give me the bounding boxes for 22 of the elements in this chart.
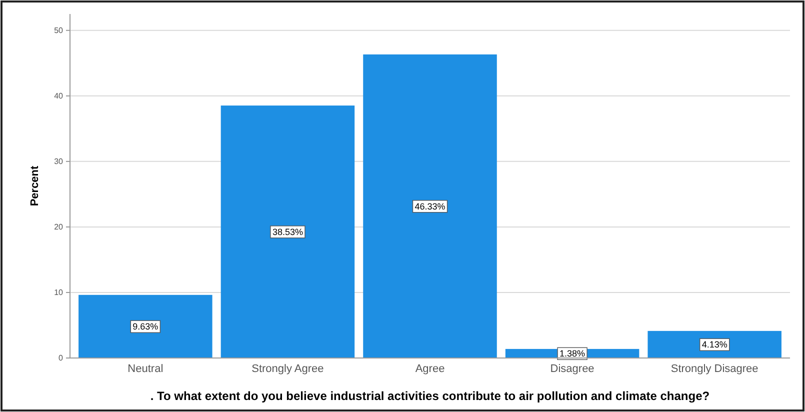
bar xyxy=(648,330,782,358)
bar xyxy=(220,106,355,358)
x-tick-label: Agree xyxy=(415,362,445,375)
y-tick-label: 10 xyxy=(54,288,64,298)
bar xyxy=(78,294,212,358)
data-label: 46.33% xyxy=(414,201,446,212)
x-tick-label: Disagree xyxy=(550,362,594,375)
y-tick-label: 20 xyxy=(54,222,64,232)
x-tick-label: Neutral xyxy=(128,362,164,375)
x-axis-title: . To what extent do you believe industrial activities contribute to air pollution and climate change? xyxy=(150,389,710,403)
data-label: 1.38% xyxy=(560,348,586,359)
y-tick-label: 40 xyxy=(54,91,64,100)
data-label: 38.53% xyxy=(272,226,303,237)
data-label: 4.13% xyxy=(702,340,728,350)
x-tick-label: Strongly Agree xyxy=(252,362,324,375)
y-axis-title: Percent xyxy=(29,165,41,206)
y-tick-label: 0 xyxy=(58,354,64,363)
bar xyxy=(363,54,497,358)
x-tick-label: Strongly Disagree xyxy=(670,362,758,375)
data-label: 9.63% xyxy=(132,322,158,332)
y-tick-label: 50 xyxy=(54,26,64,35)
y-tick-label: 30 xyxy=(54,156,64,166)
